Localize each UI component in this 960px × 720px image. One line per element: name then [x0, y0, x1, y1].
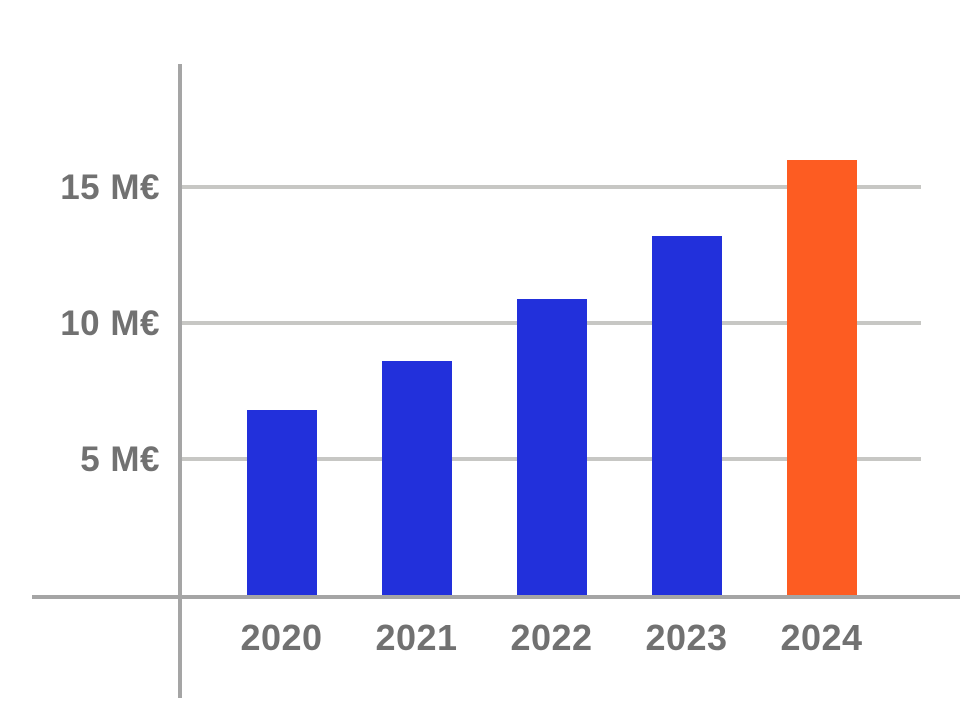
- x-category-label-2021: 2021: [375, 617, 458, 658]
- x-category-label-2024: 2024: [780, 617, 863, 658]
- x-category-label-2022: 2022: [510, 617, 593, 658]
- gridline-15: [182, 185, 921, 189]
- bar-2021: [381, 361, 452, 595]
- y-tick-label-10: 10 M€: [60, 304, 160, 343]
- bar-2022: [516, 299, 587, 595]
- y-axis-line: [178, 64, 182, 698]
- y-tick-label-5: 5 M€: [80, 440, 160, 479]
- x-category-label-2020: 2020: [240, 617, 323, 658]
- bar-2024: [786, 160, 857, 595]
- x-category-label-2023: 2023: [645, 617, 728, 658]
- bar-2023: [651, 236, 722, 595]
- y-tick-label-15: 15 M€: [60, 168, 160, 207]
- x-axis-baseline: [32, 595, 960, 599]
- bar-2020: [246, 410, 317, 595]
